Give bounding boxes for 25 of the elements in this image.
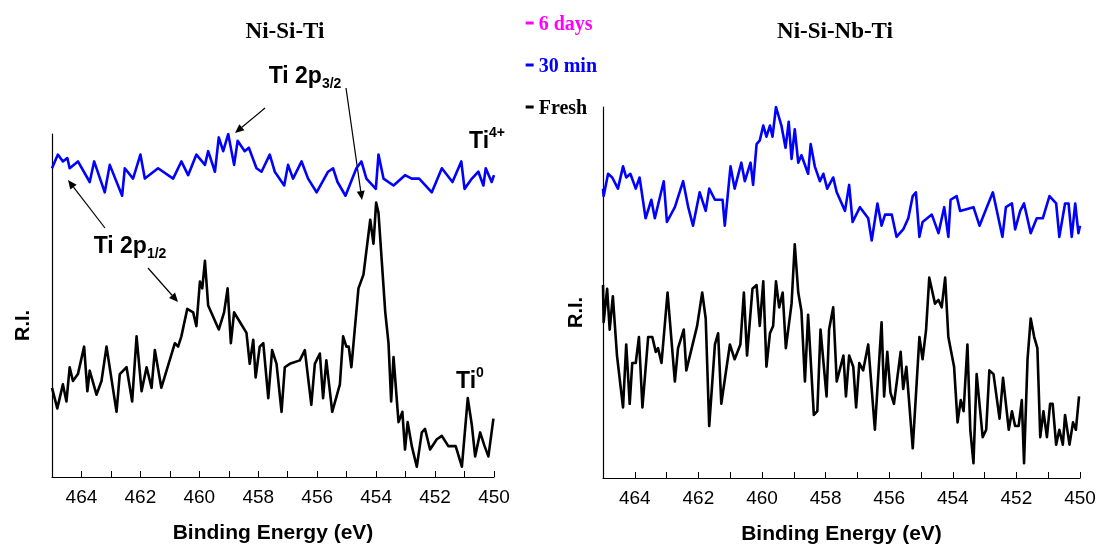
x-tick-label: 460 (183, 486, 216, 507)
y-axis-title: R.I. (11, 309, 33, 342)
y-axis-title: R.I. (564, 296, 586, 329)
legend-label: Fresh (538, 96, 588, 118)
x-tick-label: 452 (419, 486, 451, 507)
x-tick-label: 450 (478, 486, 510, 507)
x-tick-label: 454 (360, 486, 393, 507)
x-tick-label: 462 (124, 486, 157, 507)
x-tick-label: 450 (1064, 487, 1096, 508)
x-tick-label: 464 (65, 486, 98, 507)
chart-title: Ni-Si-Nb-Ti (777, 18, 894, 43)
x-tick-label: 462 (682, 487, 715, 508)
x-tick-label: 452 (1000, 487, 1033, 508)
legend-label: 30 min (538, 54, 597, 76)
x-axis-title: Binding Energy (eV) (741, 521, 942, 544)
x-tick-label: 460 (746, 487, 778, 508)
x-tick-label: 458 (242, 486, 275, 507)
x-tick-label: 456 (301, 486, 334, 507)
x-tick-label: 456 (873, 487, 906, 508)
x-axis-title: Binding Energy (eV) (172, 520, 374, 543)
x-tick-label: 454 (936, 487, 970, 508)
x-tick-label: 458 (809, 487, 842, 508)
legend-label: 6 days (538, 12, 593, 35)
chart-title: Ni-Si-Ti (245, 18, 326, 43)
x-tick-label: 464 (618, 487, 652, 508)
